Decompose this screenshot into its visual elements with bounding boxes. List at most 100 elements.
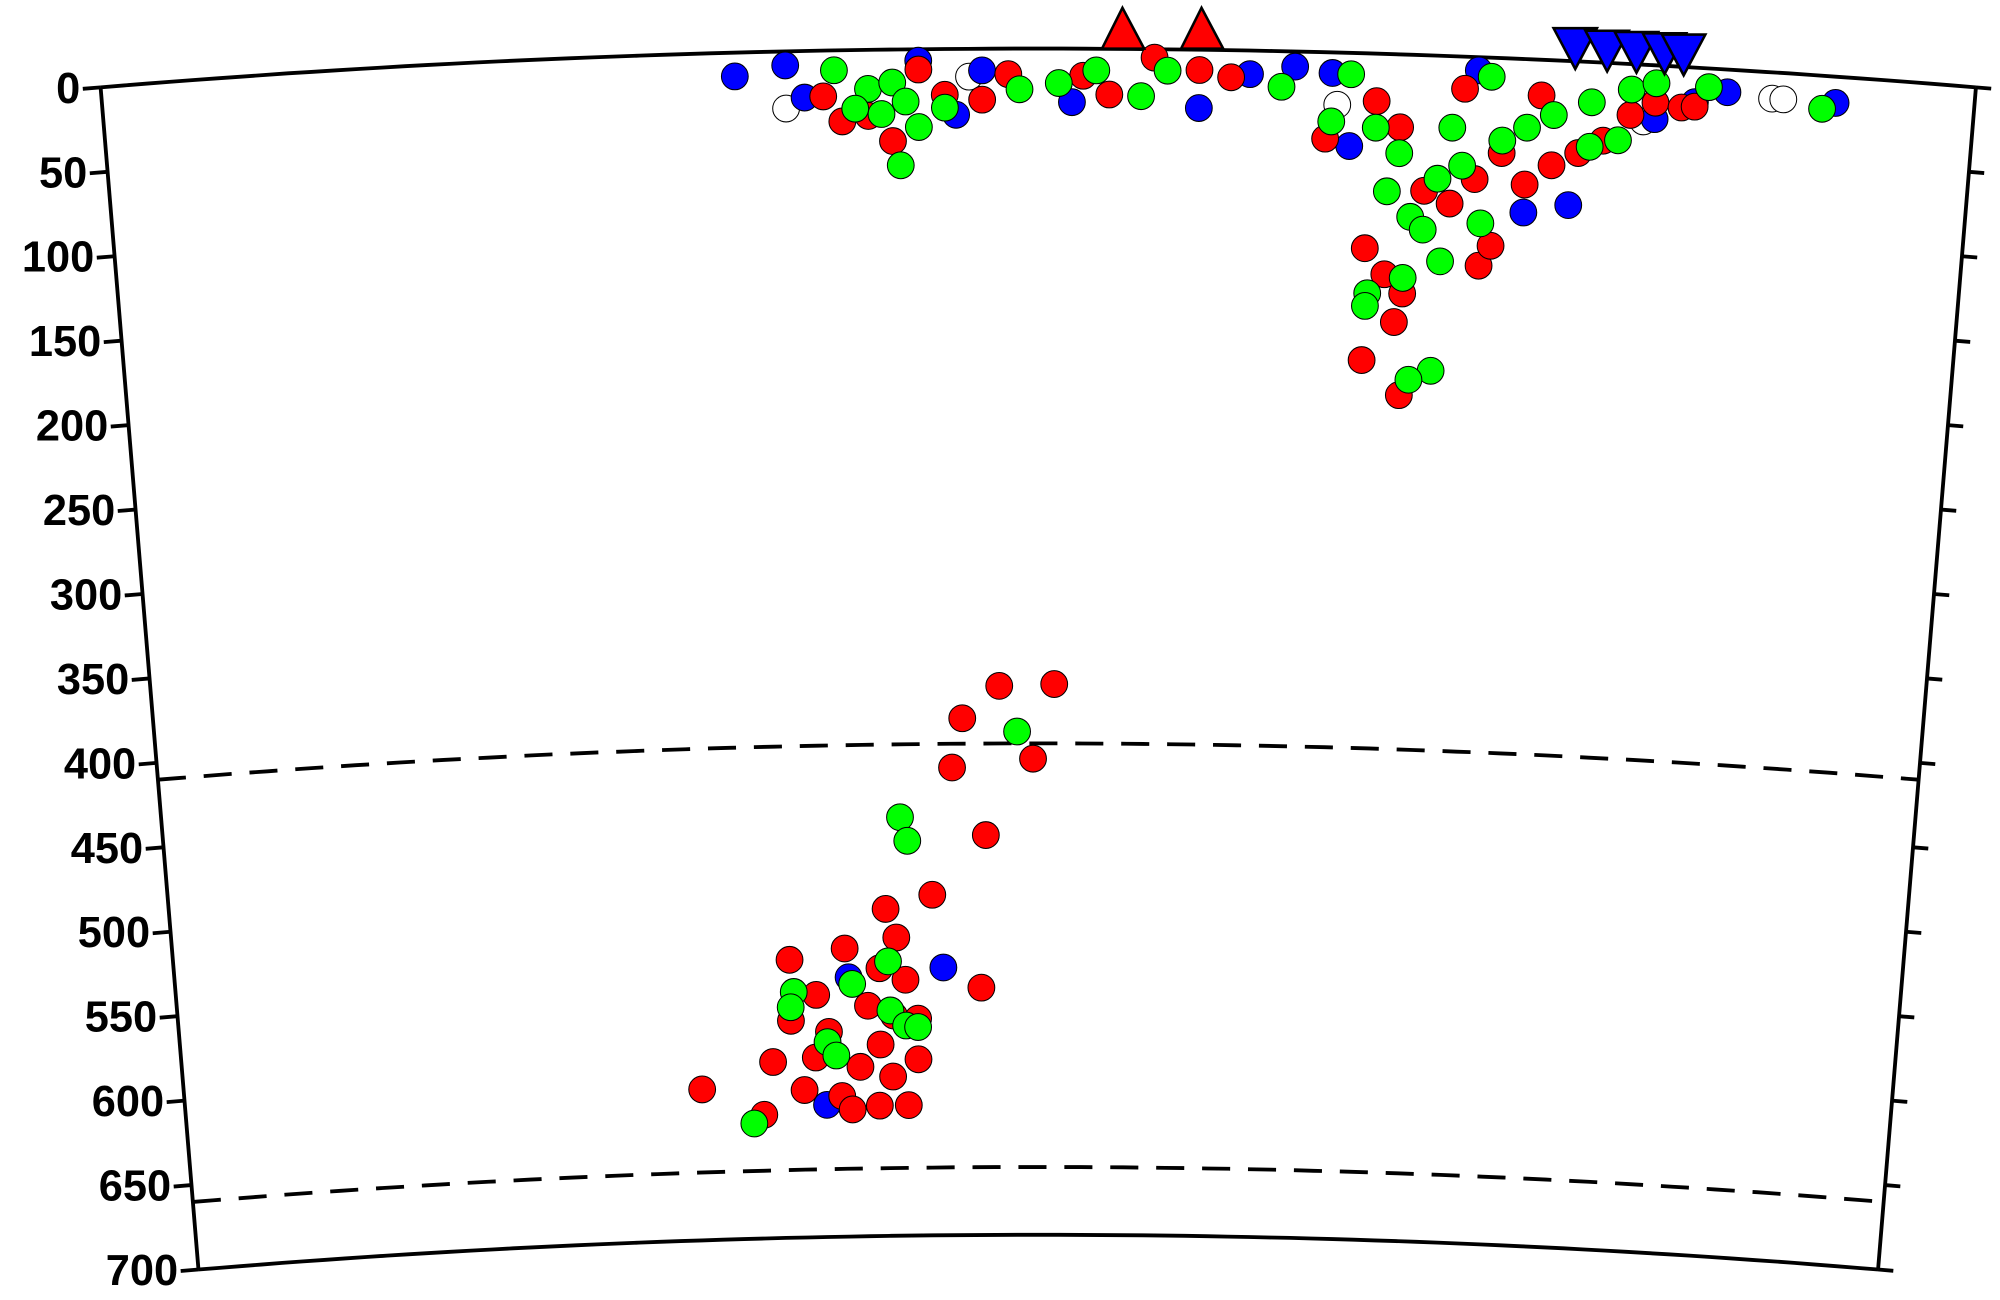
y-tick-label: 300 <box>50 571 122 619</box>
event-point <box>1513 113 1541 142</box>
event-point <box>1095 80 1124 109</box>
y-tick-right <box>1947 423 1964 429</box>
y-tick-right <box>1898 1014 1915 1020</box>
y-tick-label: 400 <box>64 740 136 788</box>
y-tick <box>152 929 171 936</box>
event-point <box>838 1095 867 1124</box>
event-point <box>1488 126 1517 155</box>
y-tick-right <box>1912 845 1929 851</box>
y-tick <box>124 592 143 598</box>
y-tick <box>103 338 122 345</box>
y-tick-label: 600 <box>92 1078 164 1126</box>
event-point <box>1082 56 1111 85</box>
event-point <box>1577 88 1606 117</box>
event-point <box>985 671 1014 700</box>
event-point <box>1184 94 1213 122</box>
y-tick-label: 150 <box>29 318 101 366</box>
y-tick <box>131 676 150 682</box>
event-point <box>1361 113 1390 142</box>
station-symbol <box>1551 26 1600 72</box>
frame: 0 50 100 150 200 250 300 350 400 450 500 550 600 650 7… <box>22 46 1992 1295</box>
y-tick <box>145 845 164 851</box>
y-tick-right <box>1884 1183 1901 1189</box>
discontinuity-line <box>157 741 1919 782</box>
event-point <box>1616 101 1645 129</box>
y-tick <box>96 254 115 260</box>
event-point <box>893 826 922 855</box>
event-point <box>1317 107 1346 136</box>
y-tick <box>89 169 108 176</box>
event-point <box>688 1075 717 1104</box>
station-symbol <box>1659 33 1708 79</box>
event-point <box>1575 132 1604 161</box>
y-tick-right <box>1877 1267 1894 1273</box>
y-tick <box>180 1267 199 1273</box>
surface-symbols <box>1099 4 1708 79</box>
event-point <box>820 56 848 85</box>
event-point <box>1350 234 1379 263</box>
event-point <box>1642 69 1671 98</box>
event-point <box>968 56 996 85</box>
event-point <box>809 82 838 111</box>
event-point <box>874 947 902 976</box>
y-tick-label: 650 <box>99 1163 171 1211</box>
y-tick-right <box>1975 85 1992 91</box>
event-point <box>1351 291 1379 320</box>
event-point <box>1385 139 1414 168</box>
event-point <box>882 923 911 952</box>
event-point <box>1466 209 1495 238</box>
event-point <box>1044 69 1073 97</box>
volcano-symbol <box>1099 4 1147 50</box>
y-tick-label: 550 <box>85 994 157 1042</box>
discontinuity-line <box>192 1165 1884 1204</box>
y-tick <box>159 1014 178 1020</box>
event-point <box>776 993 805 1022</box>
event-point <box>1438 113 1467 142</box>
event-point <box>1617 75 1646 104</box>
event-point <box>1477 62 1506 91</box>
event-point <box>1040 670 1069 698</box>
event-point <box>879 127 907 155</box>
y-tick-right <box>1891 1098 1908 1104</box>
event-point <box>1362 87 1391 116</box>
event-point <box>879 1062 908 1091</box>
event-point <box>1019 744 1047 773</box>
station-symbol <box>1583 29 1631 75</box>
event-point <box>878 68 907 97</box>
event-point <box>1388 264 1417 292</box>
event-point <box>1448 151 1477 180</box>
y-tick-label: 700 <box>106 1247 178 1295</box>
y-tick-right <box>1961 254 1978 260</box>
event-point <box>904 1045 933 1074</box>
event-point <box>1127 82 1155 111</box>
y-tick-right <box>1919 760 1936 767</box>
y-tick <box>117 507 136 513</box>
event-point <box>886 803 914 832</box>
event-point <box>971 821 1000 849</box>
event-point <box>1510 170 1539 199</box>
event-point <box>790 1076 819 1104</box>
event-point <box>1267 72 1296 101</box>
event-point <box>1217 63 1246 92</box>
event-point <box>871 895 900 923</box>
y-tick-label: 450 <box>71 825 143 873</box>
event-point <box>720 62 749 91</box>
marks <box>688 43 1850 1138</box>
y-tick <box>138 760 157 767</box>
event-point <box>886 151 915 180</box>
event-point <box>838 970 867 998</box>
event-point <box>1337 60 1366 89</box>
y-tick-right <box>1954 338 1971 344</box>
event-point <box>891 965 920 994</box>
event-point <box>918 880 947 909</box>
y-tick <box>166 1098 185 1105</box>
event-point <box>775 945 804 974</box>
event-point <box>1451 74 1479 103</box>
event-point <box>904 1013 933 1041</box>
volcano-symbol <box>1179 4 1226 50</box>
event-point <box>1005 75 1034 104</box>
section-bottom <box>198 1232 1879 1272</box>
y-tick-right <box>1905 929 1922 935</box>
